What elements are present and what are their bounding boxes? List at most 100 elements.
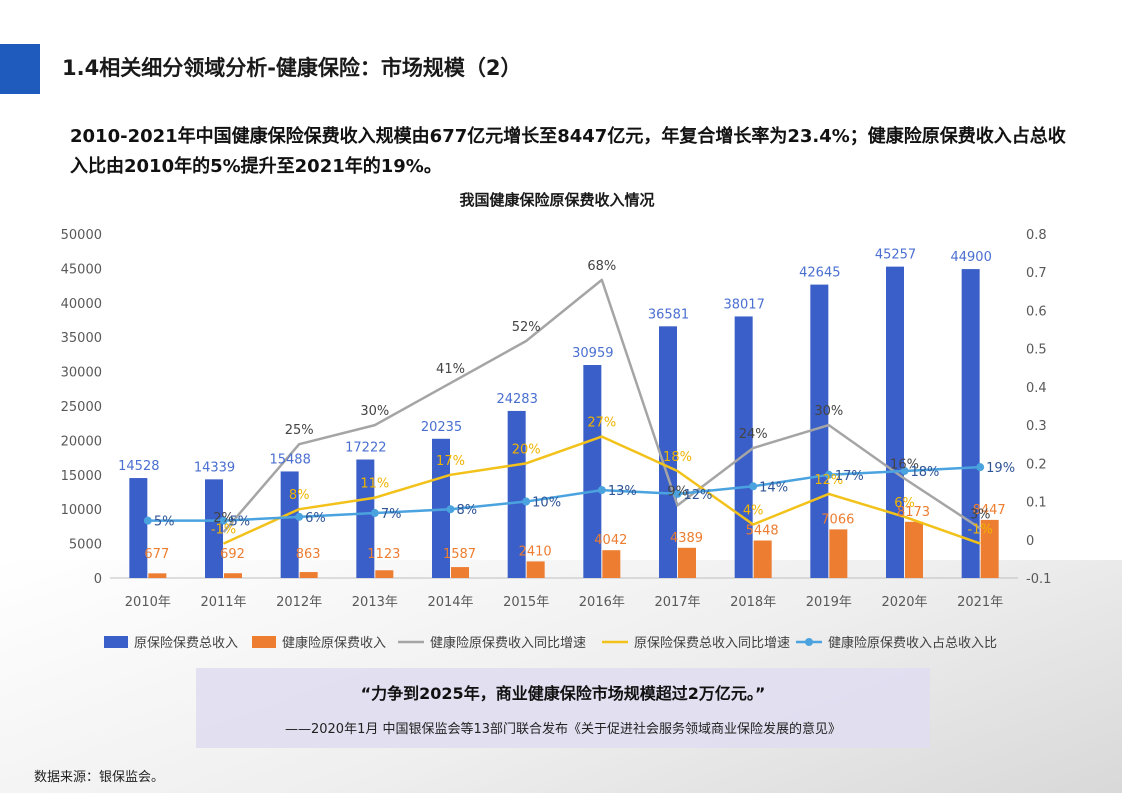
line-data-label: 3% bbox=[970, 507, 991, 522]
legend-label: 健康险原保费收入同比增速 bbox=[430, 635, 586, 651]
y-left-tick-label: 10000 bbox=[61, 503, 102, 518]
chart-legend: 原保险保费总收入 健康险原保费收入 健康险原保费收入同比增速 原保险保费总收入同比增速… bbox=[104, 635, 997, 651]
bar bbox=[602, 550, 621, 578]
legend-swatch bbox=[104, 636, 128, 648]
y-right-tick-label: 0.6 bbox=[1026, 304, 1047, 319]
line-data-label: 16% bbox=[890, 458, 919, 473]
line-data-label: -1% bbox=[211, 523, 236, 538]
bar bbox=[980, 519, 999, 578]
bar bbox=[734, 316, 753, 578]
legend-label: 原保险保费总收入 bbox=[134, 636, 238, 651]
legend-label: 健康险原保费收入 bbox=[282, 635, 386, 651]
bar-data-label: 863 bbox=[296, 547, 321, 562]
bar bbox=[659, 326, 677, 578]
bar bbox=[129, 478, 148, 578]
bar-data-label: 677 bbox=[144, 547, 169, 562]
line-data-label: 30% bbox=[814, 404, 843, 419]
y-left-tick-label: 5000 bbox=[69, 538, 102, 553]
bar-data-label: 7066 bbox=[821, 512, 854, 527]
line-data-label: 20% bbox=[512, 442, 541, 457]
series-line bbox=[222, 278, 981, 533]
line-data-label: 12% bbox=[814, 473, 843, 488]
line-data-label: 8% bbox=[289, 488, 310, 503]
bar-data-label: 5448 bbox=[746, 524, 779, 539]
quote-box: “力争到2025年，商业健康保险市场规模超过2万亿元。” ——2020年1月 中… bbox=[196, 668, 930, 748]
line-data-label: 25% bbox=[285, 423, 314, 438]
line-data-label: 41% bbox=[436, 362, 465, 377]
line-point bbox=[522, 497, 531, 506]
line-point bbox=[976, 463, 985, 472]
y-left-tick-label: 0 bbox=[94, 572, 102, 587]
bar bbox=[905, 521, 923, 578]
x-tick-label: 2018年 bbox=[730, 595, 776, 610]
line-point bbox=[446, 505, 455, 514]
line-data-label: 68% bbox=[587, 259, 616, 274]
y-left-tick-label: 45000 bbox=[61, 262, 102, 277]
line-data-label: 11% bbox=[360, 477, 389, 492]
bar bbox=[829, 529, 848, 578]
line-data-label: 6% bbox=[305, 511, 326, 526]
line-data-label: 7% bbox=[381, 507, 402, 522]
bar-data-label: 45257 bbox=[875, 248, 916, 263]
series-line bbox=[147, 465, 981, 522]
bar bbox=[205, 479, 223, 578]
y-right-tick-label: 0 bbox=[1026, 534, 1034, 549]
line-data-label: 17% bbox=[835, 469, 864, 484]
y-left-tick-label: 40000 bbox=[61, 297, 102, 312]
line-data-label: 10% bbox=[532, 496, 561, 511]
y-left-tick-label: 50000 bbox=[61, 228, 102, 243]
bar-data-label: 15488 bbox=[269, 452, 310, 467]
x-tick-label: 2020年 bbox=[881, 595, 927, 610]
bar-data-label: 8447 bbox=[973, 503, 1006, 518]
line-data-label: 18% bbox=[911, 465, 940, 480]
y-left-tick-label: 30000 bbox=[61, 366, 102, 381]
line-point bbox=[673, 489, 682, 498]
page-title: 1.4相关细分领域分析-健康保险：市场规模（2） bbox=[62, 56, 522, 80]
x-tick-label: 2012年 bbox=[276, 595, 322, 610]
bar bbox=[526, 561, 545, 578]
bar bbox=[886, 266, 904, 578]
bar-data-label: 38017 bbox=[723, 297, 764, 312]
bar bbox=[148, 573, 167, 578]
chart-bars bbox=[129, 266, 999, 578]
bar-data-label: 4389 bbox=[670, 531, 703, 546]
series-line bbox=[222, 435, 981, 545]
chart-title: 我国健康保险原保费收入情况 bbox=[459, 191, 654, 209]
y-right-tick-label: 0.7 bbox=[1026, 266, 1047, 281]
x-tick-label: 2010年 bbox=[125, 595, 171, 610]
line-point bbox=[824, 470, 833, 479]
bar-data-label: 1123 bbox=[367, 547, 400, 562]
line-data-label: 30% bbox=[360, 404, 389, 419]
line-data-label: 2% bbox=[213, 511, 234, 526]
headline-text: 2010-2021年中国健康保险保费收入规模由677亿元增长至8447亿元，年复… bbox=[70, 126, 1066, 177]
x-tick-label: 2021年 bbox=[957, 595, 1003, 610]
legend-label: 原保险保费总收入同比增速 bbox=[634, 636, 790, 651]
bar-data-label: 17222 bbox=[345, 441, 386, 456]
line-data-label: 13% bbox=[608, 484, 637, 499]
y-right-tick-label: -0.1 bbox=[1026, 572, 1051, 587]
line-data-label: 5% bbox=[230, 515, 251, 530]
y-right-tick-label: 0.4 bbox=[1026, 381, 1047, 396]
chart-lines bbox=[143, 278, 985, 545]
x-tick-label: 2013年 bbox=[352, 595, 398, 610]
bar bbox=[299, 572, 318, 578]
x-tick-label: 2017年 bbox=[654, 595, 700, 610]
bar bbox=[280, 471, 299, 578]
bar-data-label: 2410 bbox=[519, 544, 552, 559]
x-tick-label: 2011年 bbox=[200, 595, 246, 610]
y-right-tick-label: 0.8 bbox=[1026, 228, 1047, 243]
line-data-label: 52% bbox=[512, 320, 541, 335]
line-data-label: 19% bbox=[986, 461, 1015, 476]
bar bbox=[375, 570, 394, 578]
bar bbox=[432, 438, 450, 578]
line-data-label: 12% bbox=[684, 488, 713, 503]
line-data-label: 5% bbox=[154, 515, 175, 530]
line-data-label: 24% bbox=[739, 427, 768, 442]
line-data-label: 14% bbox=[759, 480, 788, 495]
legend-label: 健康险原保费收入占总收入比 bbox=[828, 635, 997, 651]
line-data-label: 18% bbox=[663, 450, 692, 465]
x-tick-label: 2015年 bbox=[503, 595, 549, 610]
quote-source: ——2020年1月 中国银保监会等13部门联合发布《关于促进社会服务领域商业保险… bbox=[284, 722, 842, 737]
